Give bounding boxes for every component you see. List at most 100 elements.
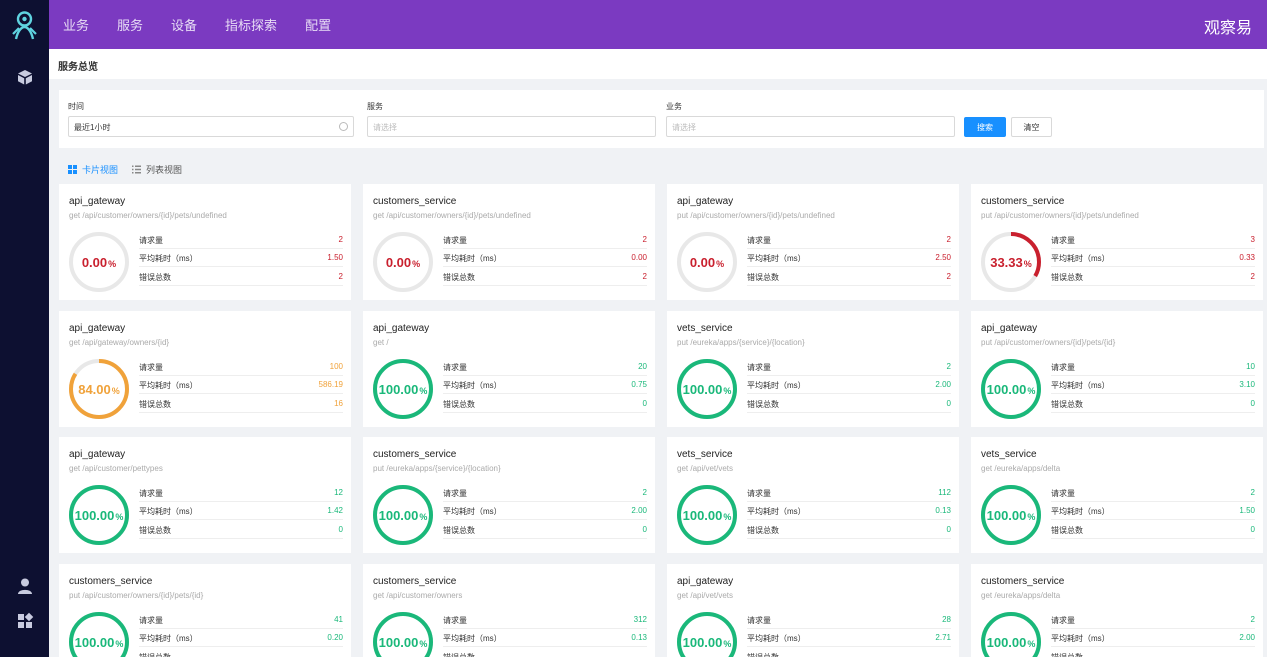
clear-button[interactable]: 清空 <box>1011 117 1052 137</box>
requests-label: 请求量 <box>747 236 771 245</box>
service-select[interactable]: 请选择 <box>367 116 656 137</box>
success-rate-number: 0.00 <box>689 254 716 270</box>
service-card[interactable]: customers_service put /api/customer/owner… <box>59 564 351 657</box>
success-rate-number: 100.00 <box>378 634 419 650</box>
time-label: 时间 <box>68 102 84 111</box>
latency-value: 1.50 <box>1239 506 1255 515</box>
success-rate-value: 84.00% <box>78 381 120 397</box>
errors-row: 错误总数 <box>1051 648 1255 657</box>
menu-item-business[interactable]: 业务 <box>63 18 90 33</box>
service-name: api_gateway <box>981 323 1038 334</box>
menu-item-service[interactable]: 服务 <box>117 18 144 33</box>
requests-value: 2 <box>338 235 343 244</box>
menu-item-metrics-explore[interactable]: 指标探索 <box>225 18 278 33</box>
requests-value: 2 <box>642 488 647 497</box>
endpoint-path: get / <box>373 338 389 347</box>
requests-row: 请求量 28 <box>747 611 951 629</box>
success-rate-value: 100.00% <box>682 381 732 397</box>
requests-label: 请求量 <box>443 616 467 625</box>
service-label: 服务 <box>367 102 383 111</box>
latency-label: 平均耗时（ms） <box>1051 634 1110 643</box>
business-select[interactable]: 请选择 <box>666 116 955 137</box>
latency-value: 3.10 <box>1239 380 1255 389</box>
requests-label: 请求量 <box>1051 236 1075 245</box>
latency-value: 0.33 <box>1239 253 1255 262</box>
errors-row: 错误总数 <box>443 648 647 657</box>
service-card[interactable]: api_gateway get /api/customer/pettypes 100… <box>59 437 351 553</box>
latency-value: 0.00 <box>631 253 647 262</box>
service-card[interactable]: customers_service put /eureka/apps/{servi… <box>363 437 655 553</box>
service-card[interactable]: vets_service put /eureka/apps/{service}/{… <box>667 311 959 427</box>
service-card[interactable]: api_gateway put /api/customer/owners/{id}… <box>667 184 959 300</box>
errors-value: 0 <box>642 525 647 534</box>
service-card[interactable]: api_gateway get /api/gateway/owners/{id} 8… <box>59 311 351 427</box>
logo-icon[interactable] <box>11 10 38 40</box>
success-rate-gauge <box>373 612 433 657</box>
success-rate-number: 100.00 <box>74 507 115 523</box>
requests-row: 请求量 3 <box>1051 231 1255 249</box>
service-name: api_gateway <box>69 196 126 207</box>
requests-label: 请求量 <box>1051 616 1075 625</box>
menu-item-device[interactable]: 设备 <box>171 18 198 33</box>
latency-label: 平均耗时（ms） <box>747 254 806 263</box>
user-icon[interactable] <box>16 577 34 595</box>
service-name: api_gateway <box>69 449 126 460</box>
errors-row: 错误总数 0 <box>747 521 951 539</box>
success-rate-number: 100.00 <box>682 634 723 650</box>
cube-icon[interactable] <box>16 68 34 86</box>
requests-row: 请求量 112 <box>747 484 951 502</box>
endpoint-path: get /api/customer/owners <box>373 591 463 600</box>
latency-row: 平均耗时（ms） 0.00 <box>443 249 647 267</box>
requests-value: 112 <box>938 488 951 497</box>
requests-value: 312 <box>633 615 647 624</box>
dashboard-icon[interactable] <box>16 612 34 630</box>
card-view-toggle[interactable]: 卡片视图 <box>68 163 118 175</box>
business-label: 业务 <box>666 102 682 111</box>
service-card[interactable]: customers_service get /api/customer/owner… <box>363 184 655 300</box>
latency-label: 平均耗时（ms） <box>1051 507 1110 516</box>
endpoint-path: get /eureka/apps/delta <box>981 591 1061 600</box>
service-card[interactable]: vets_service get /api/vet/vets 100.00% 请求量 1… <box>667 437 959 553</box>
search-button[interactable]: 搜索 <box>964 117 1006 137</box>
latency-row: 平均耗时（ms） 0.13 <box>443 629 647 647</box>
success-rate-value: 100.00% <box>986 381 1036 397</box>
list-view-toggle[interactable]: 列表视图 <box>132 163 182 175</box>
service-card[interactable]: api_gateway get /api/vet/vets 100.00% 请求量 28… <box>667 564 959 657</box>
endpoint-path: put /api/customer/owners/{id}/pets/{id} <box>981 338 1116 347</box>
errors-row: 错误总数 2 <box>747 268 951 286</box>
latency-value: 0.20 <box>327 633 343 642</box>
success-rate-gauge <box>677 485 737 545</box>
success-rate-gauge <box>69 485 129 545</box>
service-card[interactable]: customers_service get /api/customer/owner… <box>363 564 655 657</box>
latency-value: 0.75 <box>631 380 647 389</box>
requests-label: 请求量 <box>139 236 163 245</box>
requests-label: 请求量 <box>139 616 163 625</box>
service-card[interactable]: vets_service get /eureka/apps/delta 100.00… <box>971 437 1263 553</box>
service-card[interactable]: api_gateway get / 100.00% 请求量 20 平均耗时（ms） 0.75… <box>363 311 655 427</box>
errors-row: 错误总数 0 <box>1051 521 1255 539</box>
latency-label: 平均耗时（ms） <box>443 507 502 516</box>
latency-row: 平均耗时（ms） 1.50 <box>139 249 343 267</box>
errors-label: 错误总数 <box>747 526 779 535</box>
requests-value: 20 <box>638 362 647 371</box>
service-card[interactable]: customers_service put /api/customer/owner… <box>971 184 1263 300</box>
service-card[interactable]: api_gateway get /api/customer/owners/{id}… <box>59 184 351 300</box>
requests-value: 3 <box>1250 235 1255 244</box>
menu-item-config[interactable]: 配置 <box>305 18 332 33</box>
service-name: customers_service <box>981 576 1065 587</box>
time-range-picker[interactable]: 最近1小时 <box>68 116 354 137</box>
success-rate-number: 84.00 <box>78 381 111 397</box>
service-card[interactable]: customers_service get /eureka/apps/delta 1… <box>971 564 1263 657</box>
latency-value: 1.42 <box>327 506 343 515</box>
sidebar <box>0 0 49 657</box>
requests-label: 请求量 <box>139 489 163 498</box>
success-rate-number: 100.00 <box>986 381 1027 397</box>
requests-label: 请求量 <box>1051 489 1075 498</box>
requests-row: 请求量 2 <box>747 358 951 376</box>
errors-label: 错误总数 <box>443 652 475 657</box>
latency-value: 1.50 <box>327 253 343 262</box>
latency-value: 2.00 <box>1239 633 1255 642</box>
latency-label: 平均耗时（ms） <box>747 634 806 643</box>
requests-label: 请求量 <box>747 616 771 625</box>
